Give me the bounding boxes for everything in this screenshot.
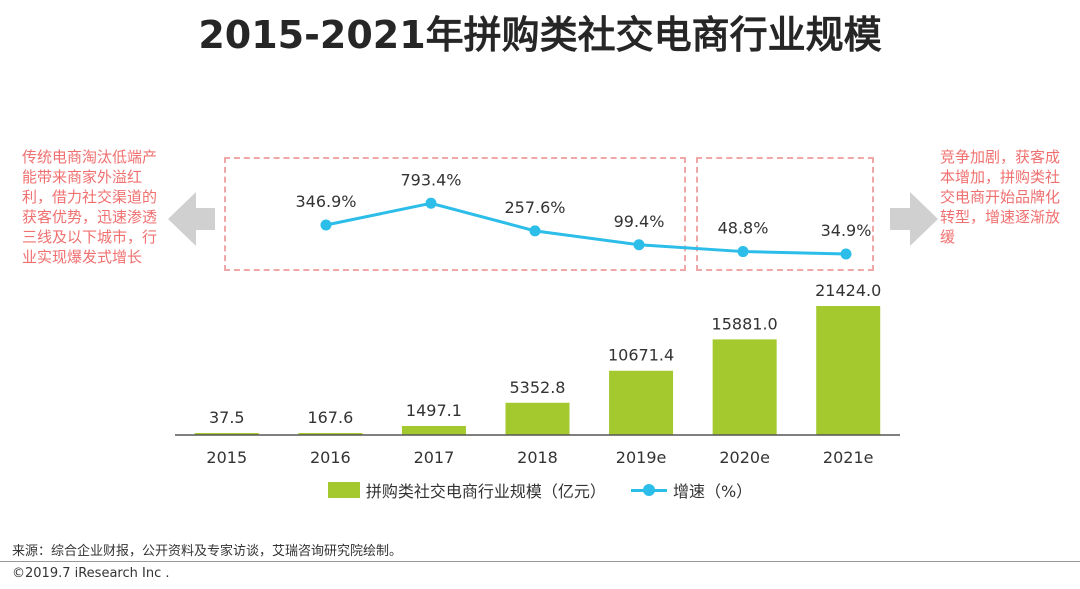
bar-value-label-2015: 37.5 xyxy=(209,408,245,427)
x-tick-label-2021e: 2021e xyxy=(823,448,874,467)
bar-2016 xyxy=(298,433,363,435)
growth-value-label-2017: 793.4% xyxy=(400,170,461,189)
bar-2019e xyxy=(609,370,674,435)
growth-value-label-2021e: 34.9% xyxy=(821,221,872,240)
right-arrow-icon xyxy=(910,192,938,246)
legend-line-swatch xyxy=(630,482,667,498)
x-tick-label-2016: 2016 xyxy=(310,448,351,467)
growth-point-2020e xyxy=(737,246,749,258)
footer-divider xyxy=(0,561,1080,562)
bar-value-label-2020e: 15881.0 xyxy=(712,314,778,333)
growth-point-2017 xyxy=(425,197,437,209)
bar-2020e xyxy=(712,339,777,435)
left-arrow-shaft xyxy=(195,208,215,230)
copyright-text: ©2019.7 iResearch Inc . xyxy=(12,566,170,581)
growth-point-2021e xyxy=(840,248,852,260)
x-tick-label-2017: 2017 xyxy=(414,448,455,467)
growth-point-2018 xyxy=(529,225,541,237)
bar-value-label-2017: 1497.1 xyxy=(406,401,462,420)
growth-point-2019e xyxy=(633,239,645,251)
legend-bar-label: 拼购类社交电商行业规模（亿元） xyxy=(365,482,606,501)
chart-title: 2015-2021年拼购类社交电商行业规模 xyxy=(198,13,882,57)
growth-value-label-2019e: 99.4% xyxy=(614,212,665,231)
legend-bar-swatch xyxy=(327,482,360,498)
bar-2017 xyxy=(401,425,466,435)
growth-value-label-2018: 257.6% xyxy=(504,198,565,217)
bar-2015 xyxy=(194,433,259,435)
growth-point-2016 xyxy=(320,219,332,231)
right-annotation: 竞争加剧，获客成本增加，拼购类社交电商开始品牌化转型，增速逐渐放缓 xyxy=(940,148,1061,246)
x-tick-label-2015: 2015 xyxy=(206,448,247,467)
legend-item-line: 增速（%） xyxy=(630,478,753,502)
high-growth-dashed-box xyxy=(224,157,686,271)
growth-value-label-2020e: 48.8% xyxy=(718,219,769,238)
legend-item-bar: 拼购类社交电商行业规模（亿元） xyxy=(327,478,606,502)
right-arrow-shaft xyxy=(890,208,910,230)
bar-value-label-2018: 5352.8 xyxy=(510,378,566,397)
left-arrow-icon xyxy=(168,192,196,246)
bar-value-label-2016: 167.6 xyxy=(307,408,353,427)
growth-line xyxy=(325,201,847,256)
x-tick-label-2020e: 2020e xyxy=(719,448,770,467)
bar-2018 xyxy=(505,402,570,435)
bar-value-label-2019e: 10671.4 xyxy=(608,346,674,365)
x-tick-label-2019e: 2019e xyxy=(616,448,667,467)
x-tick-label-2018: 2018 xyxy=(517,448,558,467)
slowdown-dashed-box xyxy=(696,157,874,271)
bar-value-label-2021e: 21424.0 xyxy=(815,281,881,300)
growth-value-label-2016: 346.9% xyxy=(295,192,356,211)
left-annotation: 传统电商淘汰低端产能带来商家外溢红利，借力社交渠道的获客优势，迅速渗透三线及以下… xyxy=(22,148,158,266)
legend-line-label: 增速（%） xyxy=(672,482,753,501)
bar-2021e xyxy=(816,306,881,435)
chart-legend: 拼购类社交电商行业规模（亿元） 增速（%） xyxy=(0,478,1080,502)
source-note: 来源：综合企业财报，公开资料及专家访谈，艾瑞咨询研究院绘制。 xyxy=(12,544,403,559)
